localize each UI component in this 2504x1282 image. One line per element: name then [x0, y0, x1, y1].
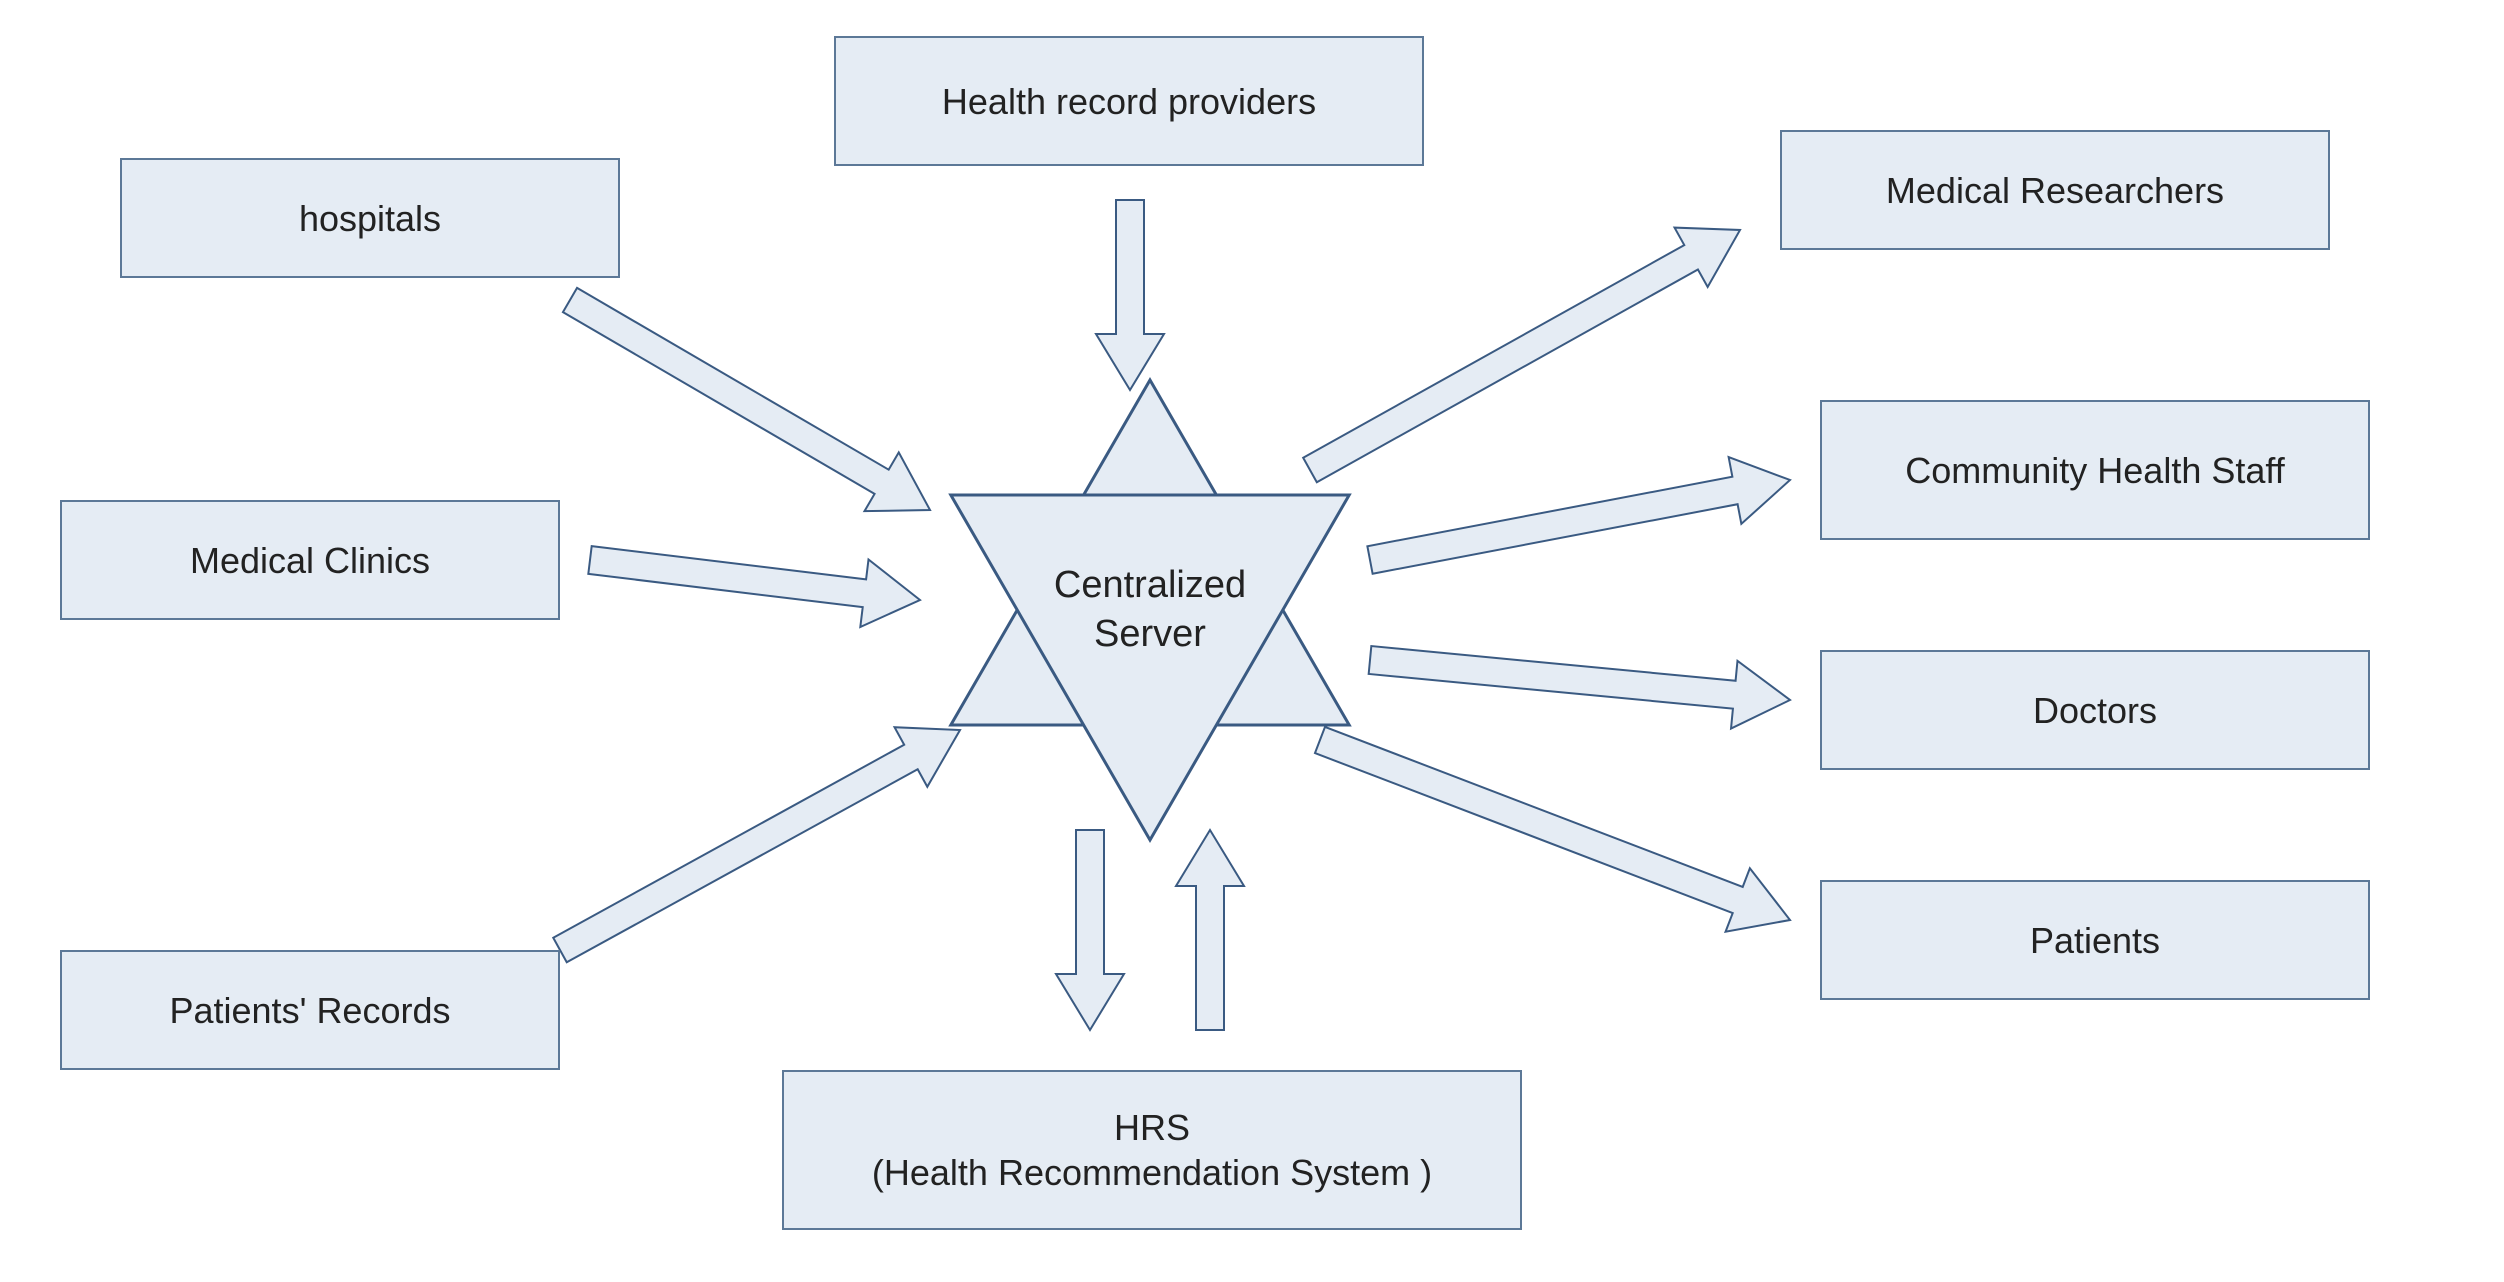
node-hospitals: hospitals [120, 158, 620, 278]
node-patients-records: Patients' Records [60, 950, 560, 1070]
node-medical-researchers: Medical Researchers [1780, 130, 2330, 250]
node-health-record-providers: Health record providers [834, 36, 1424, 166]
node-hrs: HRS(Health Recommendation System ) [782, 1070, 1522, 1230]
center-node-label: CentralizedServer [1035, 495, 1265, 725]
arrow-health_record_providers-to-center [1096, 200, 1164, 390]
arrow-patients_records-to-center [553, 727, 960, 962]
node-community-health-staff: Community Health Staff [1820, 400, 2370, 540]
node-patients: Patients [1820, 880, 2370, 1000]
center-star [951, 380, 1349, 840]
diagram-canvas: CentralizedServer Health record provider… [0, 0, 2504, 1282]
node-medical-clinics: Medical Clinics [60, 500, 560, 620]
arrow-hospitals-to-center [563, 288, 930, 511]
arrow-center-to-medical_researchers [1303, 228, 1740, 483]
arrow-center-to-doctors [1369, 646, 1790, 728]
arrow-hrs-to-center [1176, 830, 1244, 1030]
arrow-medical_clinics-to-center [588, 546, 920, 627]
node-doctors: Doctors [1820, 650, 2370, 770]
arrow-center-to-hrs [1056, 830, 1124, 1030]
arrow-center-to-patients [1315, 727, 1790, 932]
arrow-center-to-community_health_staff [1367, 457, 1790, 574]
